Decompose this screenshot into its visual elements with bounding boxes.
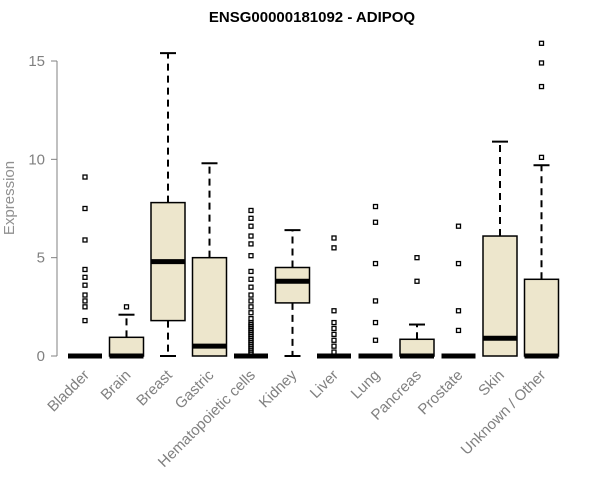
outlier-point: [248, 268, 254, 275]
outlier-point: [248, 241, 254, 247]
y-tick-label: 0: [37, 348, 45, 365]
outlier-point: [538, 40, 545, 46]
x-tick-label: Bladder: [44, 367, 93, 416]
outlier-point: [248, 233, 254, 239]
outlier-point: [82, 304, 88, 310]
outlier-point: [248, 284, 254, 290]
outlier-point: [82, 205, 88, 212]
outlier-point: [331, 319, 337, 326]
outlier-point: [372, 203, 379, 210]
outlier-point: [82, 317, 88, 324]
box-breast: [150, 52, 186, 357]
x-tick-label: Kidney: [256, 366, 301, 411]
outlier-point: [414, 278, 420, 284]
outlier-point: [331, 325, 337, 332]
outlier-point: [372, 319, 379, 326]
outlier-point: [248, 223, 254, 229]
outlier-point: [82, 292, 88, 298]
outlier-point: [82, 237, 88, 243]
chart-title: ENSG00000181092 - ADIPOQ: [209, 9, 416, 26]
y-tick-label: 5: [37, 250, 45, 267]
outlier-point: [248, 276, 254, 282]
y-tick-label: 10: [28, 151, 45, 168]
box-body: [274, 266, 311, 304]
boxes-group: [68, 40, 560, 359]
box-gastric: [191, 162, 228, 357]
outlier-point: [414, 255, 420, 261]
box-body: [108, 336, 145, 357]
y-axis: 0 5 10 15: [28, 53, 58, 365]
y-axis-label: Expression: [1, 161, 18, 235]
outlier-point: [331, 331, 337, 338]
box-liver: [317, 235, 351, 359]
x-tick-label: Brain: [98, 367, 135, 404]
box-bladder: [68, 174, 102, 359]
outlier-point: [372, 298, 379, 304]
outlier-point: [82, 298, 88, 304]
outlier-point: [248, 292, 254, 298]
outlier-point: [372, 260, 379, 267]
outlier-point: [538, 83, 545, 90]
x-tick-label: Skin: [475, 367, 508, 400]
box-pancreas: [399, 255, 435, 359]
box-skin: [482, 140, 518, 357]
x-tick-label: Lung: [348, 367, 384, 403]
outlier-point: [82, 282, 88, 288]
box-body: [523, 278, 560, 357]
outlier-point: [331, 349, 337, 355]
outlier-point: [331, 235, 337, 241]
outlier-point: [455, 223, 462, 229]
outlier-point: [331, 337, 337, 343]
outlier-point: [538, 60, 545, 66]
x-tick-label: Liver: [307, 367, 342, 402]
outlier-point: [538, 154, 545, 161]
y-tick-label: 15: [28, 53, 45, 70]
x-tick-label: Prostate: [415, 367, 467, 419]
outlier-point: [82, 174, 88, 180]
box-kidney: [274, 229, 311, 357]
outlier-point: [248, 304, 254, 310]
box-unknown-other: [523, 40, 560, 359]
outlier-point: [248, 298, 254, 304]
outlier-point: [455, 327, 462, 334]
box-prostate: [441, 223, 476, 359]
outlier-point: [123, 304, 130, 310]
x-tick-label: Breast: [133, 366, 176, 409]
box-body: [191, 256, 228, 357]
outlier-point: [82, 274, 88, 280]
outlier-point: [248, 207, 254, 214]
outlier-point: [331, 308, 337, 314]
box-hematopoietic-cells: [234, 207, 268, 359]
outlier-point: [455, 260, 462, 267]
box-body: [399, 338, 435, 357]
outlier-point: [248, 310, 254, 316]
box-lung: [358, 203, 393, 359]
outlier-point: [331, 343, 337, 349]
outlier-point: [248, 315, 254, 322]
box-brain: [108, 304, 145, 359]
outlier-point: [248, 253, 254, 259]
outlier-point: [455, 308, 462, 314]
outlier-point: [82, 266, 88, 273]
outlier-point: [372, 219, 379, 225]
outlier-point: [331, 245, 337, 251]
outlier-point: [248, 215, 254, 221]
outlier-point: [372, 337, 379, 343]
